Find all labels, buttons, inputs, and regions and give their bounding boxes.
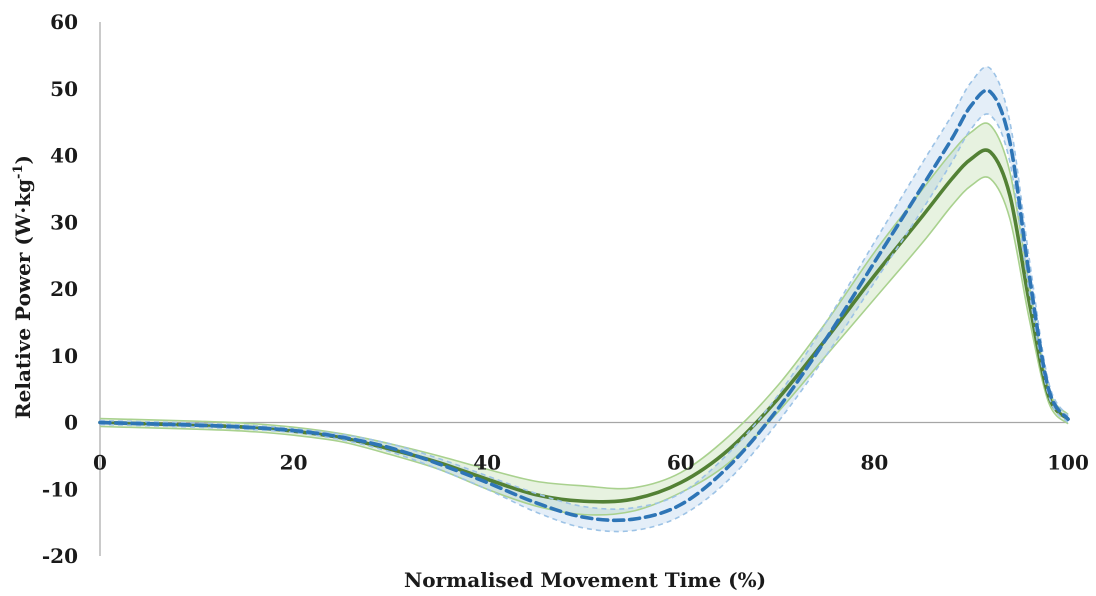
y-axis-title-sup: -1 (11, 164, 26, 178)
y-axis-title-main: Relative Power (W·kg (11, 179, 35, 419)
series-dashed-upper-line (99, 66, 1069, 510)
x-tick-label: 40 (473, 451, 501, 475)
y-tick-label: 10 (50, 344, 78, 368)
x-tick-label: 80 (860, 451, 888, 475)
x-axis-title: Normalised Movement Time (%) (404, 568, 766, 592)
x-tick-label: 20 (280, 451, 308, 475)
x-tick-label: 100 (1047, 451, 1089, 475)
series-dashed-mean-line (98, 88, 1070, 523)
y-tick-label: 20 (50, 277, 78, 301)
y-tick-label: -20 (42, 544, 78, 568)
y-tick-label: 30 (50, 210, 78, 234)
y-tick-label: -10 (42, 477, 78, 501)
x-tick-label: 60 (667, 451, 695, 475)
series-band-dashed (100, 66, 1068, 532)
series-band-solid (100, 123, 1068, 515)
series-solid-upper-line (99, 122, 1069, 490)
y-tick-label: 50 (50, 77, 78, 101)
y-tick-label: 60 (50, 10, 78, 34)
y-axis-title: Relative Power (W·kg-1) (11, 155, 35, 419)
series-dashed-lower-line (99, 113, 1069, 533)
x-tick-label: 0 (93, 451, 107, 475)
series-solid-lower-line (99, 176, 1069, 516)
y-tick-label: 40 (50, 144, 78, 168)
y-tick-label: 0 (64, 411, 78, 435)
y-axis-title-close: ) (11, 155, 35, 164)
